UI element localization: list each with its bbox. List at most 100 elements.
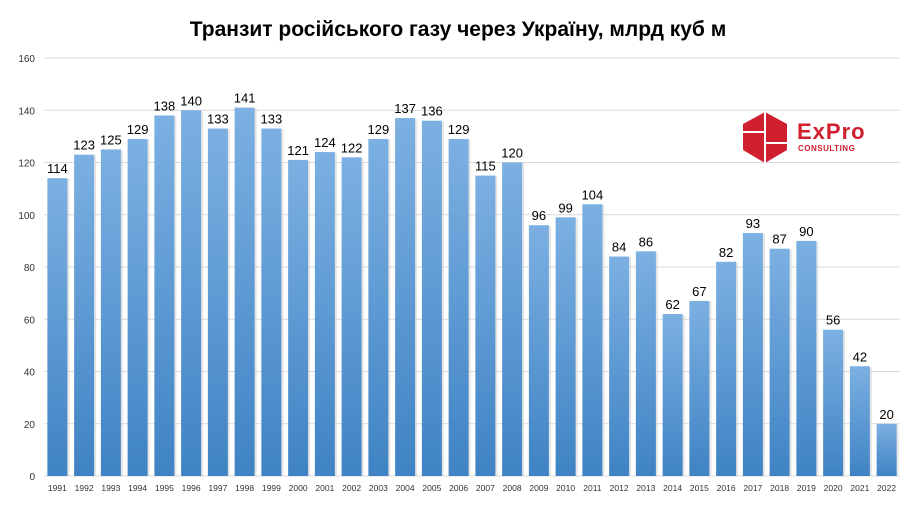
y-tick-label: 0 xyxy=(29,472,35,483)
y-tick-label: 140 xyxy=(18,106,35,117)
data-label: 129 xyxy=(448,122,470,137)
x-tick-label: 1999 xyxy=(262,483,281,493)
bar xyxy=(181,110,202,476)
expro-logo: ExPro CONSULTING xyxy=(740,110,900,165)
data-label: 136 xyxy=(421,104,443,119)
bar xyxy=(368,138,389,477)
x-tick-label: 2006 xyxy=(449,483,468,493)
x-tick-label: 2005 xyxy=(422,483,441,493)
bar xyxy=(234,107,255,476)
data-label: 82 xyxy=(719,245,733,260)
x-tick-label: 2002 xyxy=(342,483,361,493)
x-tick-label: 2022 xyxy=(877,483,896,493)
x-tick-label: 1998 xyxy=(235,483,254,493)
bar xyxy=(716,261,737,476)
logo-wordmark: ExPro xyxy=(797,119,866,144)
data-label: 84 xyxy=(612,240,626,255)
data-label: 121 xyxy=(287,143,309,158)
data-label: 20 xyxy=(879,407,893,422)
data-label: 114 xyxy=(47,161,68,176)
bar xyxy=(662,314,683,476)
bar xyxy=(689,300,710,476)
data-label: 96 xyxy=(532,208,546,223)
logo-subtitle: CONSULTING xyxy=(798,144,856,153)
data-label: 120 xyxy=(501,146,523,161)
x-tick-label: 2020 xyxy=(824,483,843,493)
bar xyxy=(742,233,763,476)
bar xyxy=(609,256,630,476)
logo-hexagon-icon xyxy=(743,112,787,163)
data-label: 90 xyxy=(799,224,813,239)
y-tick-label: 20 xyxy=(24,420,36,431)
data-label: 86 xyxy=(639,234,653,249)
bar xyxy=(769,248,790,476)
y-tick-label: 60 xyxy=(24,315,36,326)
x-tick-label: 2007 xyxy=(476,483,495,493)
x-tick-label: 1996 xyxy=(182,483,201,493)
x-tick-label: 2000 xyxy=(289,483,308,493)
data-label: 99 xyxy=(558,200,572,215)
x-tick-label: 2011 xyxy=(583,483,602,493)
data-label: 62 xyxy=(665,297,679,312)
bar xyxy=(127,138,148,477)
x-tick-label: 2013 xyxy=(636,483,655,493)
x-tick-label: 2015 xyxy=(690,483,709,493)
x-tick-label: 1993 xyxy=(101,483,120,493)
bar xyxy=(261,128,282,476)
bar xyxy=(448,138,469,477)
bar xyxy=(502,162,523,476)
chart-title: Транзит російського газу через Україну, … xyxy=(189,18,727,41)
x-tick-label: 2001 xyxy=(315,483,334,493)
data-label: 133 xyxy=(261,112,283,127)
bar xyxy=(341,157,362,476)
x-tick-label: 1994 xyxy=(128,483,147,493)
bar xyxy=(635,251,656,476)
y-tick-label: 40 xyxy=(24,368,36,379)
data-label: 42 xyxy=(853,349,867,364)
data-label: 140 xyxy=(180,93,202,108)
x-tick-label: 2004 xyxy=(396,483,415,493)
data-label: 87 xyxy=(772,232,786,247)
bar xyxy=(207,128,228,476)
bar xyxy=(475,175,496,476)
x-tick-label: 2019 xyxy=(797,483,816,493)
data-label: 129 xyxy=(368,122,390,137)
data-label: 124 xyxy=(314,135,336,150)
x-tick-label: 1991 xyxy=(48,483,67,493)
bar xyxy=(849,366,870,476)
bar xyxy=(528,225,549,476)
x-tick-label: 2014 xyxy=(663,483,682,493)
bar xyxy=(555,217,576,477)
y-tick-label: 120 xyxy=(18,159,35,170)
bar xyxy=(876,423,897,476)
data-label: 138 xyxy=(154,98,176,113)
x-tick-label: 2009 xyxy=(529,483,548,493)
x-tick-label: 2021 xyxy=(850,483,869,493)
data-label: 93 xyxy=(746,216,760,231)
y-tick-label: 160 xyxy=(18,54,35,65)
x-tick-label: 1997 xyxy=(208,483,227,493)
x-tick-label: 2010 xyxy=(556,483,575,493)
bar xyxy=(74,154,95,476)
data-label: 133 xyxy=(207,112,229,127)
data-label: 125 xyxy=(100,132,122,147)
data-label: 67 xyxy=(692,284,706,299)
bar xyxy=(582,204,603,477)
bar xyxy=(421,120,442,476)
bar xyxy=(288,159,309,476)
x-tick-label: 1992 xyxy=(75,483,94,493)
bar xyxy=(796,240,817,476)
bar xyxy=(823,329,844,476)
data-label: 122 xyxy=(341,140,363,155)
data-label: 104 xyxy=(582,187,604,202)
data-label: 129 xyxy=(127,122,149,137)
bar xyxy=(395,118,416,477)
data-label: 115 xyxy=(475,159,496,174)
bar xyxy=(100,149,121,476)
bar xyxy=(314,152,335,477)
data-label: 123 xyxy=(73,138,95,153)
y-tick-label: 100 xyxy=(18,211,35,222)
x-tick-label: 2018 xyxy=(770,483,789,493)
